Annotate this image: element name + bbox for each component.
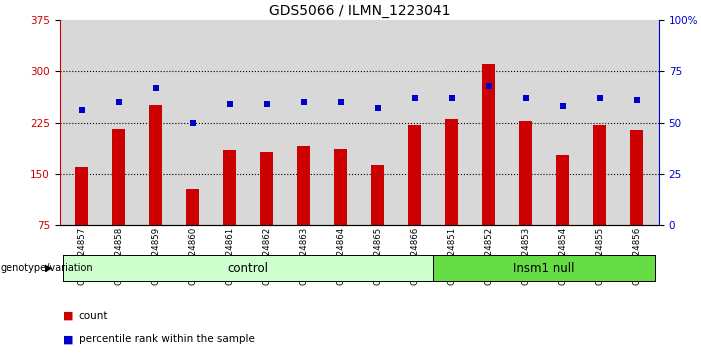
Bar	[334, 149, 347, 225]
Bar	[112, 129, 125, 225]
Text: genotype/variation: genotype/variation	[1, 263, 93, 273]
Point	[483, 83, 494, 89]
Point	[76, 107, 88, 113]
Bar	[297, 146, 311, 225]
Text: count: count	[79, 311, 108, 321]
Point	[261, 101, 273, 107]
Text: percentile rank within the sample: percentile rank within the sample	[79, 334, 254, 344]
Point	[631, 97, 642, 103]
Bar	[630, 130, 644, 225]
Bar	[372, 165, 384, 225]
Point	[113, 99, 124, 105]
Bar	[260, 152, 273, 225]
Point	[557, 103, 569, 109]
Point	[409, 95, 421, 101]
Text: ▶: ▶	[46, 263, 53, 273]
Bar	[445, 119, 458, 225]
Text: ■: ■	[63, 334, 74, 344]
Bar	[75, 167, 88, 225]
Bar	[519, 121, 532, 225]
Point	[520, 95, 531, 101]
Bar	[482, 64, 495, 225]
Bar	[224, 150, 236, 225]
Point	[187, 120, 198, 126]
Point	[224, 101, 236, 107]
Bar	[593, 125, 606, 225]
Bar	[149, 105, 162, 225]
Text: Insm1 null: Insm1 null	[514, 262, 575, 275]
Text: control: control	[228, 262, 268, 275]
Point	[594, 95, 606, 101]
Point	[446, 95, 457, 101]
Bar	[186, 189, 199, 225]
Point	[372, 105, 383, 111]
Point	[298, 99, 309, 105]
Bar	[408, 125, 421, 225]
Text: ■: ■	[63, 311, 74, 321]
Title: GDS5066 / ILMN_1223041: GDS5066 / ILMN_1223041	[268, 4, 450, 17]
Bar	[557, 155, 569, 225]
Point	[150, 85, 161, 90]
Point	[335, 99, 346, 105]
